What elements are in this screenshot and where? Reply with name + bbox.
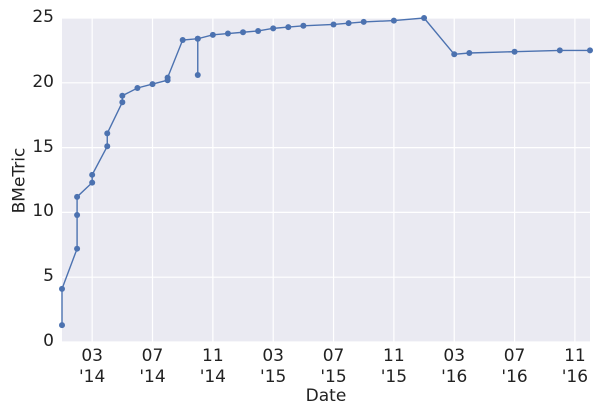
data-point <box>179 37 186 44</box>
data-point <box>134 84 141 91</box>
data-point <box>149 81 156 88</box>
data-point <box>390 17 397 24</box>
data-point <box>119 92 126 99</box>
data-point <box>360 18 367 25</box>
y-tick-label: 5 <box>43 266 54 287</box>
data-point <box>209 31 216 38</box>
data-point <box>164 74 171 81</box>
data-point <box>330 21 337 28</box>
x-tick-label: 03 '16 <box>441 346 468 387</box>
data-point <box>511 48 518 55</box>
y-tick-label: 20 <box>32 71 54 92</box>
data-point <box>466 49 473 56</box>
data-point <box>104 130 111 137</box>
data-point <box>270 25 277 32</box>
y-tick-label: 25 <box>32 7 54 27</box>
x-tick-label: 11 '14 <box>199 346 226 387</box>
data-point <box>89 171 96 178</box>
data-point <box>345 20 352 27</box>
x-tick-label: 03 '14 <box>79 346 106 387</box>
data-point <box>587 47 593 54</box>
data-point <box>556 47 563 54</box>
data-point <box>451 51 458 58</box>
x-tick-label: 11 '16 <box>561 346 589 387</box>
x-tick-label: 11 '15 <box>380 346 408 387</box>
x-tick-label: 07 '15 <box>320 346 347 387</box>
x-tick-label: 03 '15 <box>260 346 287 387</box>
data-point <box>59 322 65 329</box>
y-tick-label: 0 <box>43 331 54 351</box>
data-point <box>421 15 428 21</box>
data-point <box>74 193 81 200</box>
x-tick-label: 07 '14 <box>139 346 166 387</box>
data-point <box>255 27 262 34</box>
data-point <box>119 99 126 106</box>
data-point <box>240 29 247 36</box>
y-tick-label: 15 <box>32 136 54 157</box>
data-point <box>194 72 201 79</box>
y-tick-label: 10 <box>32 201 54 222</box>
data-point <box>89 179 96 186</box>
data-point <box>285 24 292 31</box>
data-point <box>224 30 231 37</box>
data-point <box>104 143 111 150</box>
x-axis-label: Date <box>305 386 347 406</box>
data-point <box>300 22 307 29</box>
data-point <box>59 285 65 292</box>
plot-background <box>62 18 590 342</box>
data-point <box>194 35 201 42</box>
data-point <box>74 211 81 218</box>
data-point <box>74 245 81 252</box>
x-tick-label: 07 '16 <box>501 346 528 387</box>
